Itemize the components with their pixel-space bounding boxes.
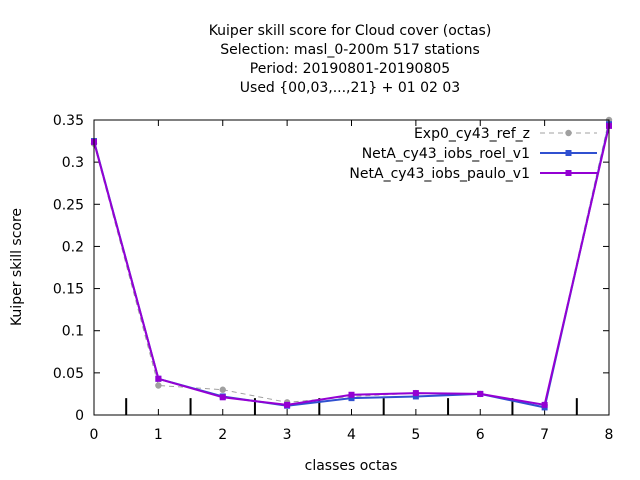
series-line xyxy=(93,119,610,406)
data-point xyxy=(219,386,226,393)
x-tick-label: 0 xyxy=(90,427,99,443)
legend-label: NetA_cy43_iobs_roel_v1 xyxy=(362,146,530,162)
x-tick-label: 4 xyxy=(347,427,356,443)
y-tick-label: 0.35 xyxy=(53,113,84,129)
y-axis-label: Kuiper skill score xyxy=(9,208,25,326)
x-tick-label: 1 xyxy=(154,427,163,443)
y-tick-label: 0.3 xyxy=(62,155,84,171)
x-tick-label: 6 xyxy=(476,427,485,443)
x-tick-label: 3 xyxy=(283,427,292,443)
x-tick-label: 7 xyxy=(540,427,549,443)
title-line-4: Used {00,03,...,21} + 01 02 03 xyxy=(240,80,460,96)
plot-frame xyxy=(93,119,610,416)
title-line-3: Period: 20190801-20190805 xyxy=(250,61,450,77)
legend-swatch-marker xyxy=(565,150,572,156)
data-point xyxy=(155,382,162,389)
series-1 xyxy=(90,116,613,409)
y-tick-label: 0.2 xyxy=(62,239,84,255)
y-tick-label: 0.05 xyxy=(53,366,84,382)
series-layer xyxy=(90,116,613,411)
x-tick-label: 8 xyxy=(605,427,614,443)
data-point xyxy=(412,390,419,397)
series-2 xyxy=(91,121,612,411)
x-axis-ticks: 0 1 2 3 4 5 6 7 8 xyxy=(90,120,614,443)
legend-label: Exp0_cy43_ref_z xyxy=(414,126,530,142)
data-point xyxy=(348,391,355,398)
x-tick-label: 5 xyxy=(411,427,420,443)
x-tick-label: 2 xyxy=(218,427,227,443)
legend-swatch-marker xyxy=(565,129,572,137)
legend-swatch-marker xyxy=(565,170,572,176)
title-line-2: Selection: masl_0-200m 517 stations xyxy=(220,42,480,58)
class-markers xyxy=(125,398,578,415)
chart-title: Kuiper skill score for Cloud cover (octa… xyxy=(209,23,492,96)
y-tick-label: 0 xyxy=(75,408,84,424)
data-point xyxy=(219,394,226,401)
legend: Exp0_cy43_ref_z NetA_cy43_iobs_roel_v1 Net… xyxy=(349,126,597,182)
data-point xyxy=(541,401,548,408)
y-tick-label: 0.25 xyxy=(53,197,84,213)
data-point xyxy=(348,395,355,402)
data-point xyxy=(412,393,419,400)
data-point xyxy=(284,401,291,408)
title-line-1: Kuiper skill score for Cloud cover (octa… xyxy=(209,23,492,39)
y-axis-ticks: 0 0.05 0.1 0.15 0.2 0.25 0.3 0.35 xyxy=(53,113,609,424)
y-tick-label: 0.1 xyxy=(62,324,84,340)
x-axis-label: classes octas xyxy=(305,458,398,474)
data-point xyxy=(155,375,162,382)
legend-label: NetA_cy43_iobs_paulo_v1 xyxy=(349,166,530,182)
y-tick-label: 0.15 xyxy=(53,282,84,298)
data-point xyxy=(477,390,484,397)
